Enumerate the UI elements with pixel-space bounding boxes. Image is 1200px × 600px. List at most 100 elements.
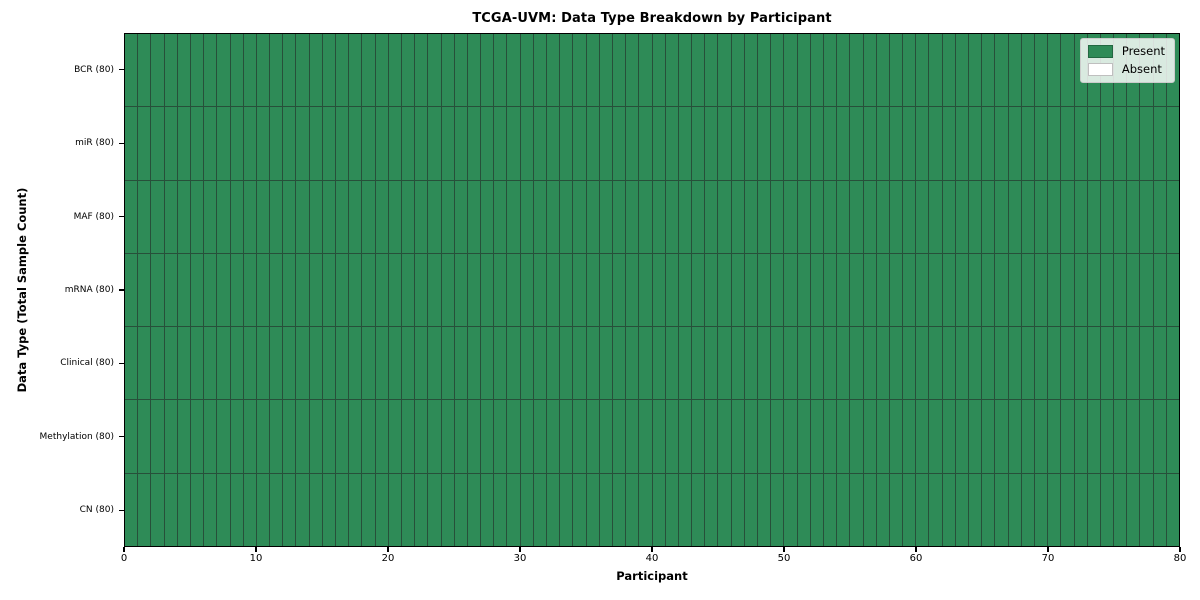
heatmap-cell xyxy=(771,34,785,107)
heatmap-cell xyxy=(1100,180,1115,253)
heatmap-cell xyxy=(810,473,824,546)
heatmap-cell xyxy=(481,400,495,473)
heatmap-cell xyxy=(652,34,666,107)
heatmap-cell xyxy=(1166,180,1179,253)
heatmap-cell xyxy=(1153,253,1167,327)
heatmap-cell xyxy=(441,253,455,327)
heatmap-cell xyxy=(1061,400,1075,473)
heatmap-cell xyxy=(1008,107,1022,180)
heatmap-cell xyxy=(481,327,495,400)
heatmap-cell xyxy=(929,400,943,473)
heatmap-cell xyxy=(1100,473,1115,546)
heatmap-cell xyxy=(217,327,231,400)
x-tick-mark xyxy=(651,547,653,552)
heatmap-cell xyxy=(599,34,613,107)
legend-entry-present: Present xyxy=(1087,45,1165,58)
heatmap-cell xyxy=(744,180,758,253)
heatmap-cell xyxy=(599,400,613,473)
heatmap-cell xyxy=(639,34,653,107)
heatmap-cell xyxy=(204,107,218,180)
heatmap-cell xyxy=(705,327,719,400)
heatmap-cell xyxy=(1008,180,1022,253)
heatmap-cell xyxy=(1034,107,1049,180)
heatmap-cell xyxy=(481,473,495,546)
heatmap-cell xyxy=(850,253,864,327)
heatmap-cell xyxy=(1114,400,1128,473)
heatmap-cell xyxy=(309,34,323,107)
x-tick-label: 20 xyxy=(381,553,395,564)
heatmap-cell xyxy=(322,473,336,546)
heatmap-cell xyxy=(256,473,271,546)
heatmap-cell xyxy=(190,34,205,107)
heatmap-cell xyxy=(995,253,1009,327)
heatmap-cell xyxy=(481,34,495,107)
x-tick-mark xyxy=(1179,547,1181,552)
heatmap-cell xyxy=(230,473,244,546)
heatmap-cell xyxy=(296,180,310,253)
heatmap-cell xyxy=(362,34,376,107)
heatmap-cell xyxy=(995,400,1009,473)
heatmap-cell xyxy=(177,107,191,180)
heatmap-cell xyxy=(929,327,943,400)
heatmap-cell xyxy=(1048,253,1062,327)
heatmap-cell xyxy=(889,327,904,400)
heatmap-cell xyxy=(969,400,983,473)
heatmap-cell xyxy=(797,180,811,253)
heatmap-cell xyxy=(969,180,983,253)
heatmap-cell xyxy=(678,180,693,253)
heatmap-cell xyxy=(1100,327,1115,400)
heatmap-cell xyxy=(758,107,772,180)
heatmap-cell xyxy=(850,400,864,473)
heatmap-cell xyxy=(401,180,416,253)
heatmap-cell xyxy=(678,473,693,546)
heatmap-cell xyxy=(639,327,653,400)
heatmap-cell xyxy=(718,400,732,473)
heatmap-cell xyxy=(652,180,666,253)
heatmap-cell xyxy=(837,107,851,180)
heatmap-cell xyxy=(230,327,244,400)
heatmap-cell xyxy=(256,327,271,400)
heatmap-cell xyxy=(652,253,666,327)
heatmap-cell xyxy=(929,180,943,253)
heatmap-cell xyxy=(731,473,745,546)
heatmap-cell xyxy=(1166,253,1179,327)
heatmap-cell xyxy=(164,400,178,473)
heatmap-cell xyxy=(1034,34,1049,107)
heatmap-cell xyxy=(982,107,996,180)
heatmap-cell xyxy=(481,180,495,253)
heatmap-cell xyxy=(889,253,904,327)
heatmap-cell xyxy=(599,327,613,400)
heatmap-cell xyxy=(349,400,363,473)
heatmap-cell xyxy=(349,34,363,107)
heatmap-cell xyxy=(1114,180,1128,253)
heatmap-cell xyxy=(428,473,442,546)
heatmap-cell xyxy=(520,180,534,253)
heatmap-cell xyxy=(863,327,877,400)
heatmap-cell xyxy=(481,253,495,327)
heatmap-cell xyxy=(362,107,376,180)
heatmap-cell xyxy=(652,400,666,473)
heatmap-cell xyxy=(125,180,139,253)
heatmap-cell xyxy=(243,34,257,107)
x-tick-mark xyxy=(1047,547,1049,552)
heatmap-cell xyxy=(401,107,416,180)
heatmap-cell xyxy=(256,253,271,327)
heatmap-cell xyxy=(969,327,983,400)
heatmap-cell xyxy=(428,34,442,107)
heatmap-cell xyxy=(1127,180,1141,253)
heatmap-row-methylation xyxy=(125,400,1179,474)
heatmap-cell xyxy=(810,327,824,400)
heatmap-cell xyxy=(560,107,574,180)
heatmap-cell xyxy=(916,253,930,327)
y-tick-mark xyxy=(118,436,124,438)
x-tick-label: 60 xyxy=(909,553,923,564)
heatmap-cell xyxy=(626,107,640,180)
heatmap-cell xyxy=(1153,400,1167,473)
heatmap-cell xyxy=(955,253,969,327)
heatmap-cell xyxy=(256,107,271,180)
y-tick-label: MAF (80) xyxy=(73,211,114,222)
heatmap-cell xyxy=(283,327,297,400)
heatmap-cell xyxy=(309,400,323,473)
heatmap-cell xyxy=(322,253,336,327)
heatmap-cell xyxy=(955,400,969,473)
